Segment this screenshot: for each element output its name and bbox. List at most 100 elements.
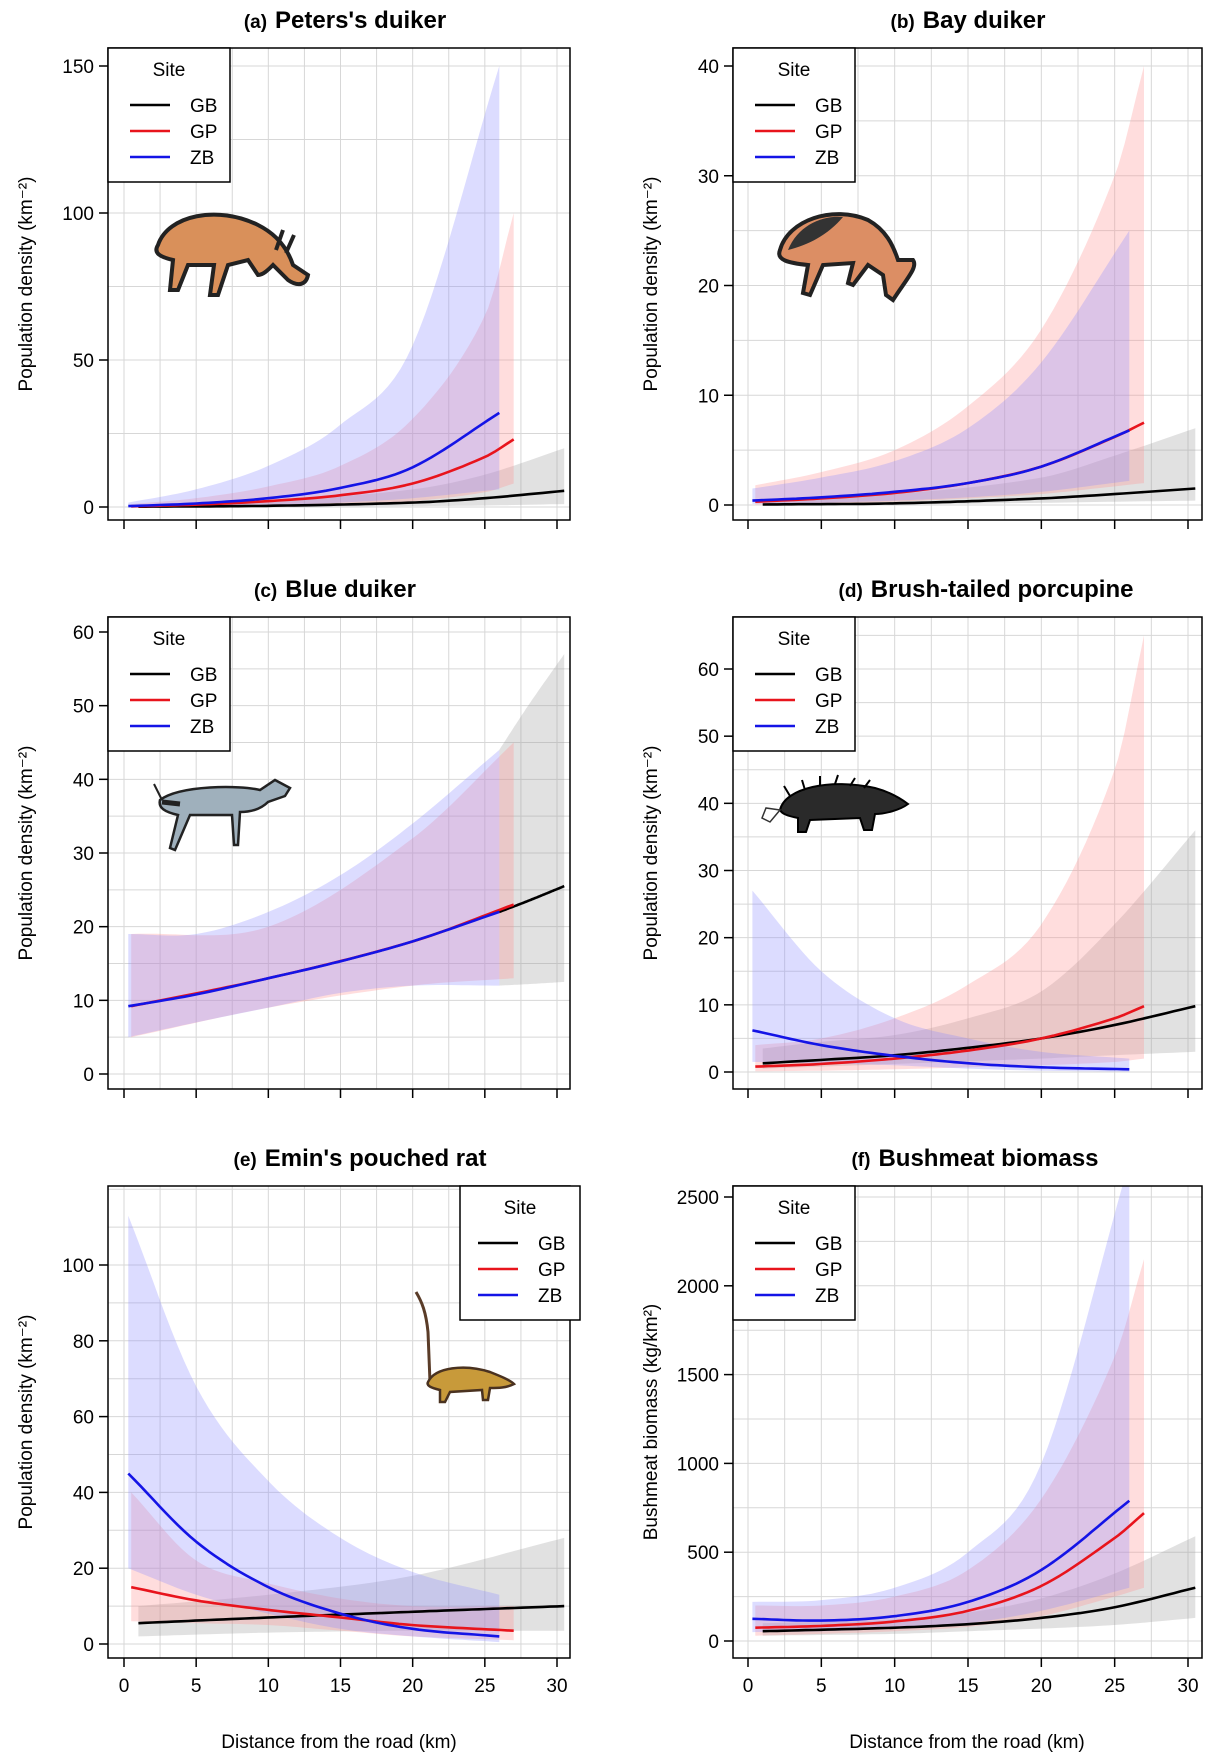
legend-label-gb: GB — [815, 665, 842, 686]
ci-band-gb — [138, 448, 565, 507]
plot-area — [128, 654, 565, 1038]
panel-a-title: (a) Peters's duiker — [244, 7, 446, 34]
y-tick-label: 80 — [73, 1332, 94, 1353]
y-tick-label: 1000 — [677, 1454, 719, 1475]
y-tick-label: 20 — [698, 929, 719, 950]
plot-frame — [107, 1185, 571, 1659]
series-line-gb — [138, 489, 565, 508]
series-line-zb — [128, 411, 501, 508]
y-tick-label: 500 — [687, 1543, 719, 1564]
y-tick-label: 100 — [62, 1256, 94, 1277]
y-tick-label: 20 — [73, 918, 94, 939]
panel-b-title: (b) Bay duiker — [891, 7, 1046, 34]
legend-label-gb: GB — [190, 665, 217, 686]
ci-band-gp — [755, 66, 1144, 505]
legend-label-gp: GP — [190, 122, 217, 143]
y-tick-label: 150 — [62, 57, 94, 78]
panel-b-legend: Site GB GP ZB — [732, 47, 856, 183]
panel-c-legend: Site GB GP ZB — [107, 616, 231, 752]
legend-label-gb: GB — [538, 1234, 565, 1255]
legend-label-gb: GB — [815, 1234, 842, 1255]
ci-band-gp — [131, 742, 514, 1038]
series-line-gb — [498, 884, 565, 914]
y-tick-label: 20 — [73, 1559, 94, 1580]
legend-box — [459, 1185, 581, 1321]
panel-d-name: Brush-tailed porcupine — [871, 576, 1134, 603]
panel-f-legend: Site GB GP ZB — [732, 1185, 856, 1321]
x-tick-label: 25 — [1104, 1676, 1125, 1697]
y-tick-label: 50 — [73, 697, 94, 718]
x-tick-label: 30 — [546, 1676, 567, 1697]
plot-area — [752, 66, 1196, 506]
panel-a-label: (a) — [244, 12, 267, 33]
legend-label-zb: ZB — [815, 717, 839, 738]
x-tick-label: 5 — [191, 1676, 202, 1697]
legend-title: Site — [778, 60, 811, 81]
panel-c-plot: 0 10 20 30 40 50 60 — [73, 616, 571, 1098]
panel-f-label: (f) — [851, 1150, 870, 1171]
legend-label-gb: GB — [190, 96, 217, 117]
y-tick-label: 50 — [698, 727, 719, 748]
x-tick-label: 25 — [474, 1676, 495, 1697]
y-tick-label: 30 — [698, 167, 719, 188]
plot-frame — [107, 47, 571, 521]
ci-band-zb — [752, 890, 1130, 1072]
y-tick-label: 0 — [708, 1063, 719, 1084]
x-tick-label: 0 — [119, 1676, 130, 1697]
y-tick-label: 30 — [698, 862, 719, 883]
panel-d-ylabel: Population density (km⁻²) — [641, 746, 662, 961]
legend-box — [732, 616, 856, 752]
legend-title: Site — [778, 629, 811, 650]
y-tick-label: 0 — [83, 1635, 94, 1656]
x-tick-label: 30 — [1177, 1676, 1198, 1697]
ci-band-gb — [762, 830, 1196, 1069]
panel-c-ylabel: Population density (km⁻²) — [16, 746, 37, 961]
y-tick-label: 40 — [698, 794, 719, 815]
x-tick-label: 20 — [402, 1676, 423, 1697]
panel-f-ylabel: Bushmeat biomass (kg/km²) — [641, 1304, 662, 1541]
panel-e-ylabel: Population density (km⁻²) — [16, 1315, 37, 1530]
bay-duiker-icon — [777, 212, 917, 303]
x-tick-label: 15 — [330, 1676, 351, 1697]
y-tick-label: 40 — [73, 770, 94, 791]
ci-band-gp — [755, 1259, 1144, 1636]
y-tick-label: 60 — [73, 1408, 94, 1429]
y-tick-label: 10 — [698, 996, 719, 1017]
series-line-gb — [762, 1586, 1196, 1633]
panel-b-plot: 0 10 20 30 40 — [698, 47, 1203, 529]
panel-a-plot: 0 50 100 150 — [62, 47, 571, 529]
y-tick-label: 40 — [73, 1483, 94, 1504]
x-tick-label: 10 — [258, 1676, 279, 1697]
legend-label-gp: GP — [815, 122, 842, 143]
legend-box — [732, 1185, 856, 1321]
panel-b-ylabel: Population density (km⁻²) — [641, 177, 662, 392]
legend-box — [732, 47, 856, 183]
panel-e-title: (e) Emin's pouched rat — [234, 1145, 487, 1172]
y-tick-label: 10 — [698, 386, 719, 407]
panel-e-legend: Site GB GP ZB — [459, 1185, 581, 1321]
plot-area — [752, 1186, 1196, 1636]
legend-label-zb: ZB — [815, 1286, 839, 1307]
ci-band-gp — [131, 1492, 514, 1641]
x-tick-label: 10 — [884, 1676, 905, 1697]
y-tick-label: 2500 — [677, 1188, 719, 1209]
x-tick-label: 0 — [743, 1676, 754, 1697]
ci-band-zb — [128, 749, 500, 1038]
porcupine-icon — [761, 774, 910, 833]
peters-duiker-icon — [154, 212, 311, 297]
ci-band-gb — [138, 1537, 565, 1637]
legend-label-zb: ZB — [190, 717, 214, 738]
y-tick-label: 0 — [708, 496, 719, 517]
y-tick-label: 2000 — [677, 1277, 719, 1298]
panel-d-title: (d) Brush-tailed porcupine — [839, 576, 1134, 603]
y-tick-label: 50 — [73, 351, 94, 372]
panel-f-xlabel: Distance from the road (km) — [849, 1732, 1084, 1753]
legend-label-gp: GP — [815, 1260, 842, 1281]
ci-band-zb — [128, 1215, 500, 1643]
panel-f-name: Bushmeat biomass — [878, 1145, 1098, 1172]
panel-b-label: (b) — [891, 12, 915, 33]
series-line-gb — [762, 487, 1196, 506]
panel-d-plot: 0 10 20 30 40 50 60 — [698, 616, 1203, 1098]
y-tick-label: 10 — [73, 991, 94, 1012]
y-tick-label: 20 — [698, 277, 719, 298]
